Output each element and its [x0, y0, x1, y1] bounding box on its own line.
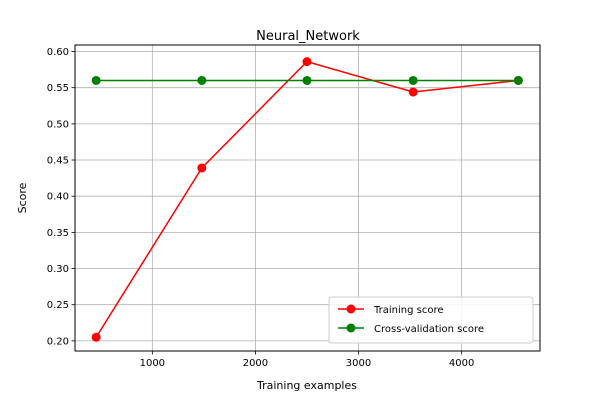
legend-marker-cv [346, 323, 356, 333]
y-axis-label: Score [16, 182, 29, 213]
y-tick-label: 0.60 [47, 47, 69, 58]
legend-marker-training [346, 304, 356, 314]
y-tick-label: 0.45 [47, 156, 69, 167]
x-tick-label: 2000 [243, 358, 268, 369]
y-tick-label: 0.40 [47, 192, 69, 203]
grid [75, 45, 540, 351]
legend-label-training: Training score [373, 305, 444, 316]
data-point-cross-validation-score [513, 75, 523, 85]
legend-label-cv: Cross-validation score [374, 324, 484, 335]
data-point-training-score [302, 57, 312, 67]
plot-frame [74, 44, 541, 352]
y-tick-label: 0.55 [47, 83, 69, 94]
data-point-cross-validation-score [408, 75, 418, 85]
x-tick-label: 4000 [449, 358, 474, 369]
data-point-cross-validation-score [197, 75, 207, 85]
y-tick-label: 0.25 [47, 300, 69, 311]
data-point-training-score [197, 163, 207, 173]
legend-box [328, 296, 534, 344]
y-tick-label: 0.35 [47, 228, 69, 239]
x-tick-label: 3000 [346, 358, 371, 369]
ticks: 1000 2000 3000 4000 0.20 0.25 0.30 0.35 0.40 0.45… [47, 47, 475, 369]
legend: Training score Cross-validation score [328, 296, 534, 344]
data-point-training-score [91, 332, 101, 342]
x-tick-label: 1000 [140, 358, 165, 369]
data-point-training-score [408, 87, 418, 97]
series-layer [91, 57, 523, 342]
y-tick-label: 0.50 [47, 119, 69, 130]
y-tick-label: 0.30 [47, 264, 69, 275]
data-point-cross-validation-score [302, 75, 312, 85]
y-tick-label: 0.20 [47, 336, 69, 347]
x-axis-label: Training examples [256, 379, 357, 392]
data-point-cross-validation-score [91, 75, 101, 85]
chart-title: Neural_Network [256, 29, 360, 44]
